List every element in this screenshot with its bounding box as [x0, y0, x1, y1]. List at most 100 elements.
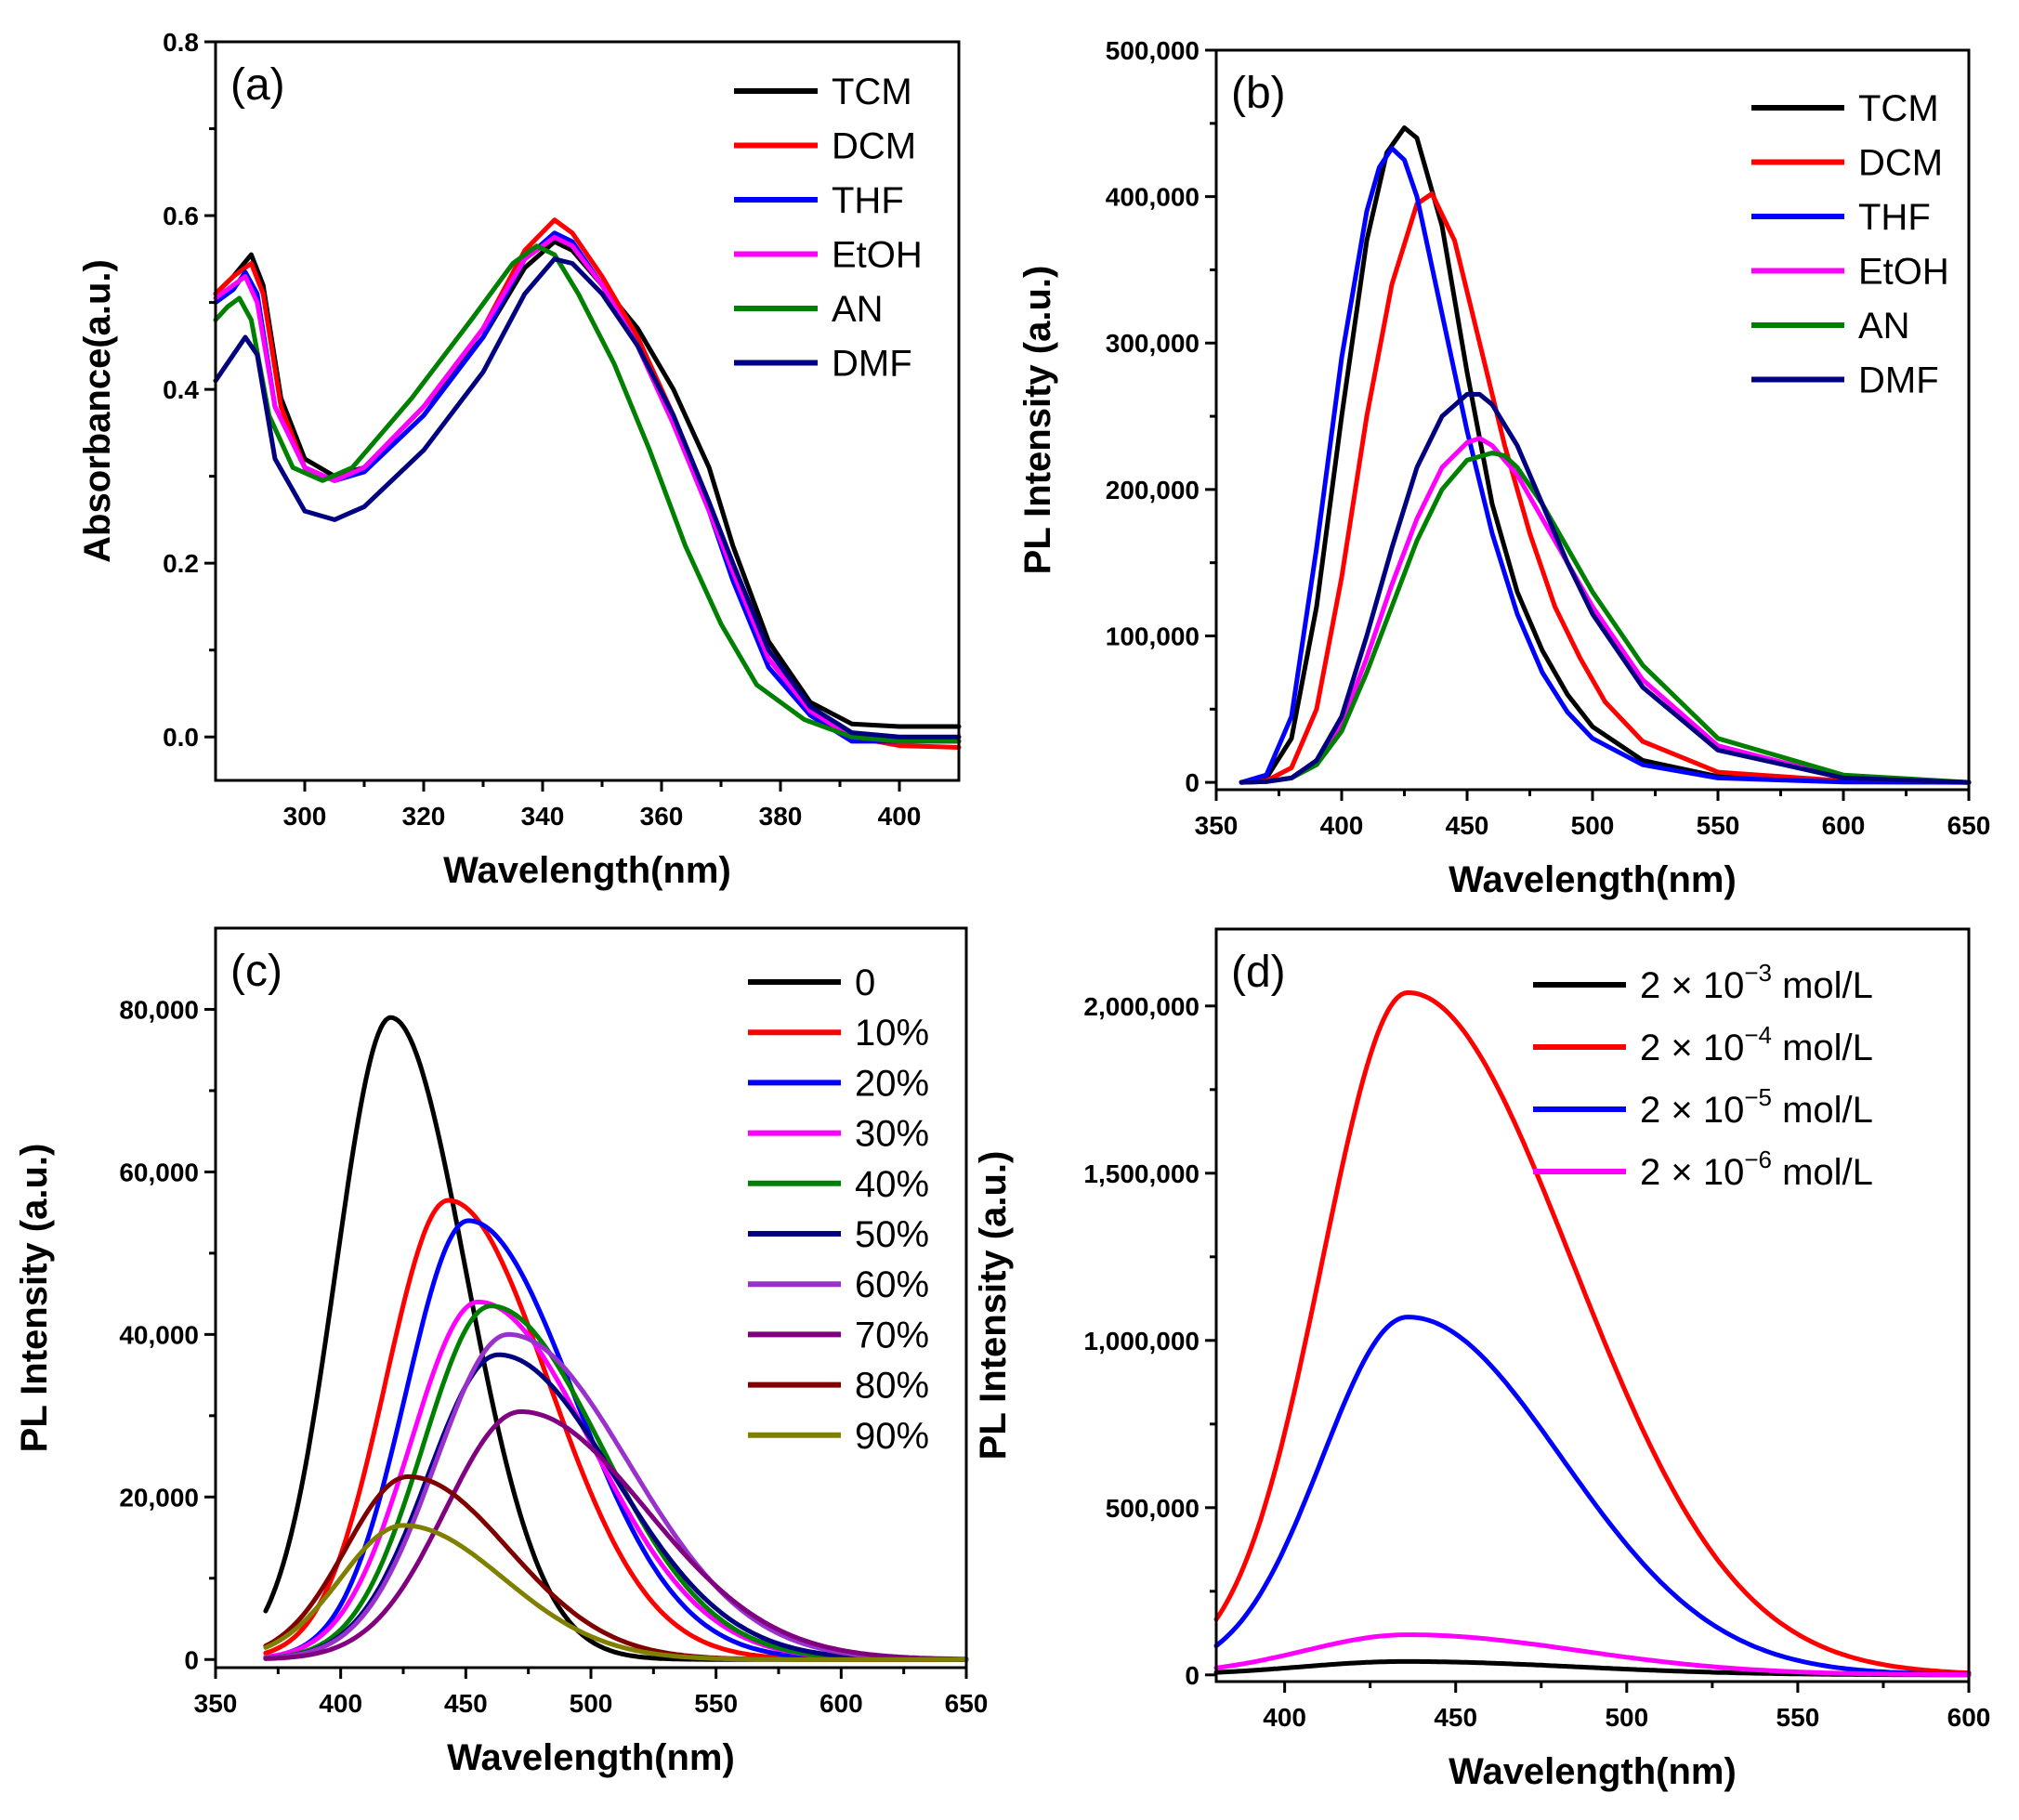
x-axis-title: Wavelength(nm) — [1449, 1751, 1737, 1792]
series-line-3-8 — [263, 1409, 969, 1662]
x-tick-label: 500 — [570, 1689, 613, 1718]
x-tick-label: 600 — [1947, 1703, 1991, 1732]
legend-label: 80% — [855, 1366, 929, 1407]
panel-b: 350 400 450 500 550 600 650 0 100,000 200,000 300,… — [1017, 36, 1990, 900]
x-tick-label: 650 — [1947, 811, 1991, 840]
panel-d: 400 450 500 550 600 0 500,000 1,000,000 1,500,00… — [973, 927, 1991, 1792]
y-tick-label: 60,000 — [119, 1158, 199, 1186]
x-tick-label: 650 — [945, 1689, 989, 1718]
legend-label: EtOH — [832, 235, 923, 276]
legend-label: 30% — [855, 1114, 929, 1155]
legend-label: 90% — [855, 1416, 929, 1457]
x-tick-label: 380 — [759, 802, 803, 831]
x-axis-title: Wavelength(nm) — [447, 1737, 735, 1778]
x-tick-label: 550 — [1776, 1703, 1820, 1732]
legend-label: AN — [1858, 306, 1910, 347]
legend-label: AN — [832, 289, 884, 330]
series-line-2-2 — [1239, 191, 1972, 785]
y-axis-title: Absorbance(a.u.) — [77, 259, 118, 563]
y-axis-title: PL Intensity (a.u.) — [973, 1151, 1014, 1460]
panel-label: (b) — [1231, 69, 1286, 118]
x-tick-label: 550 — [694, 1689, 738, 1718]
legend-label: THF — [832, 180, 904, 221]
series-line-3-10 — [263, 1523, 969, 1662]
x-axis-title: Wavelength(nm) — [1449, 859, 1737, 900]
legend-label: 2 × 10−4 mol/L — [1640, 1021, 1873, 1068]
series-line-2-1 — [1239, 125, 1972, 785]
x-tick-label: 400 — [1320, 811, 1364, 840]
legend-label: 0 — [855, 962, 875, 1003]
series-line-3-6 — [263, 1352, 969, 1662]
legend-label: 70% — [855, 1315, 929, 1355]
y-tick-label: 0.4 — [163, 375, 199, 404]
x-axis-title: Wavelength(nm) — [443, 850, 731, 891]
series-line-2-6 — [1239, 391, 1972, 785]
x-tick-label: 400 — [1263, 1703, 1306, 1732]
legend-label: 40% — [855, 1164, 929, 1205]
legend-label: 50% — [855, 1214, 929, 1255]
legend-label: 2 × 10−5 mol/L — [1640, 1083, 1873, 1131]
y-tick-label: 500,000 — [1106, 1494, 1200, 1523]
y-tick-label: 20,000 — [119, 1483, 199, 1512]
y-tick-label: 300,000 — [1106, 329, 1200, 358]
plot-frame — [214, 926, 968, 1669]
x-tick-label: 320 — [402, 802, 446, 831]
y-axis-title: PL Intensity (a.u.) — [1017, 266, 1058, 575]
x-tick-label: 600 — [1822, 811, 1866, 840]
series-line-1-4 — [213, 234, 962, 744]
series-line-2-5 — [1239, 451, 1972, 785]
y-tick-label: 500,000 — [1106, 36, 1200, 65]
plot-frame — [1214, 927, 1971, 1683]
y-tick-label: 0 — [1185, 1661, 1200, 1690]
y-tick-label: 200,000 — [1106, 476, 1200, 504]
legend-label: TCM — [832, 72, 912, 112]
y-tick-label: 100,000 — [1106, 622, 1200, 650]
y-tick-label: 1,500,000 — [1083, 1159, 1200, 1188]
y-tick-label: 1,000,000 — [1083, 1327, 1200, 1355]
x-tick-label: 500 — [1605, 1703, 1648, 1732]
panel-c: 350 400 450 500 550 600 650 0 20,000 40,000 60,000… — [14, 926, 989, 1778]
panel-a: 300 320 340 360 380 400 0.0 0.2 0.4 0.6 0.8 Wavelen… — [77, 28, 962, 891]
x-tick-label: 600 — [819, 1689, 863, 1718]
legend-label: DCM — [832, 126, 916, 167]
x-tick-label: 500 — [1571, 811, 1615, 840]
series-line-3-9 — [263, 1473, 969, 1662]
y-tick-label: 2,000,000 — [1083, 992, 1200, 1021]
series-line-4-3 — [1213, 1315, 1972, 1677]
y-tick-label: 0.2 — [163, 549, 199, 578]
y-tick-label: 0.8 — [163, 28, 199, 57]
panel-label: (c) — [230, 947, 282, 996]
legend-label: 60% — [855, 1264, 929, 1305]
series-line-4-2 — [1213, 989, 1972, 1676]
x-tick-label: 350 — [1195, 811, 1239, 840]
legend-label: DMF — [1858, 360, 1939, 401]
y-tick-label: 0.6 — [163, 202, 199, 230]
legend-label: EtOH — [1858, 252, 1949, 293]
legend-label: THF — [1858, 197, 1931, 238]
plot-frame — [214, 40, 961, 782]
x-tick-label: 300 — [283, 802, 327, 831]
series-line-4-4 — [1213, 1632, 1972, 1678]
legend-label: 20% — [855, 1063, 929, 1104]
y-axis-title: PL Intensity (a.u.) — [14, 1144, 55, 1453]
series-line-2-3 — [1239, 146, 1972, 785]
series-line-1-6 — [213, 256, 962, 740]
x-tick-label: 400 — [319, 1689, 362, 1718]
legend-label: DCM — [1858, 143, 1943, 184]
x-tick-label: 450 — [444, 1689, 488, 1718]
y-tick-label: 0.0 — [163, 723, 199, 752]
panel-label: (d) — [1231, 948, 1286, 997]
y-tick-label: 400,000 — [1106, 183, 1200, 212]
x-tick-label: 350 — [194, 1689, 238, 1718]
legend-label: 2 × 10−6 mol/L — [1640, 1146, 1873, 1193]
panel-label: (a) — [230, 60, 285, 110]
legend-label: 2 × 10−3 mol/L — [1640, 959, 1873, 1006]
y-tick-label: 0 — [1185, 768, 1200, 797]
x-tick-label: 450 — [1434, 1703, 1477, 1732]
x-tick-label: 340 — [521, 802, 565, 831]
x-tick-label: 400 — [878, 802, 922, 831]
legend-label: TCM — [1858, 88, 1939, 129]
y-tick-label: 40,000 — [119, 1320, 199, 1349]
x-tick-label: 360 — [640, 802, 684, 831]
